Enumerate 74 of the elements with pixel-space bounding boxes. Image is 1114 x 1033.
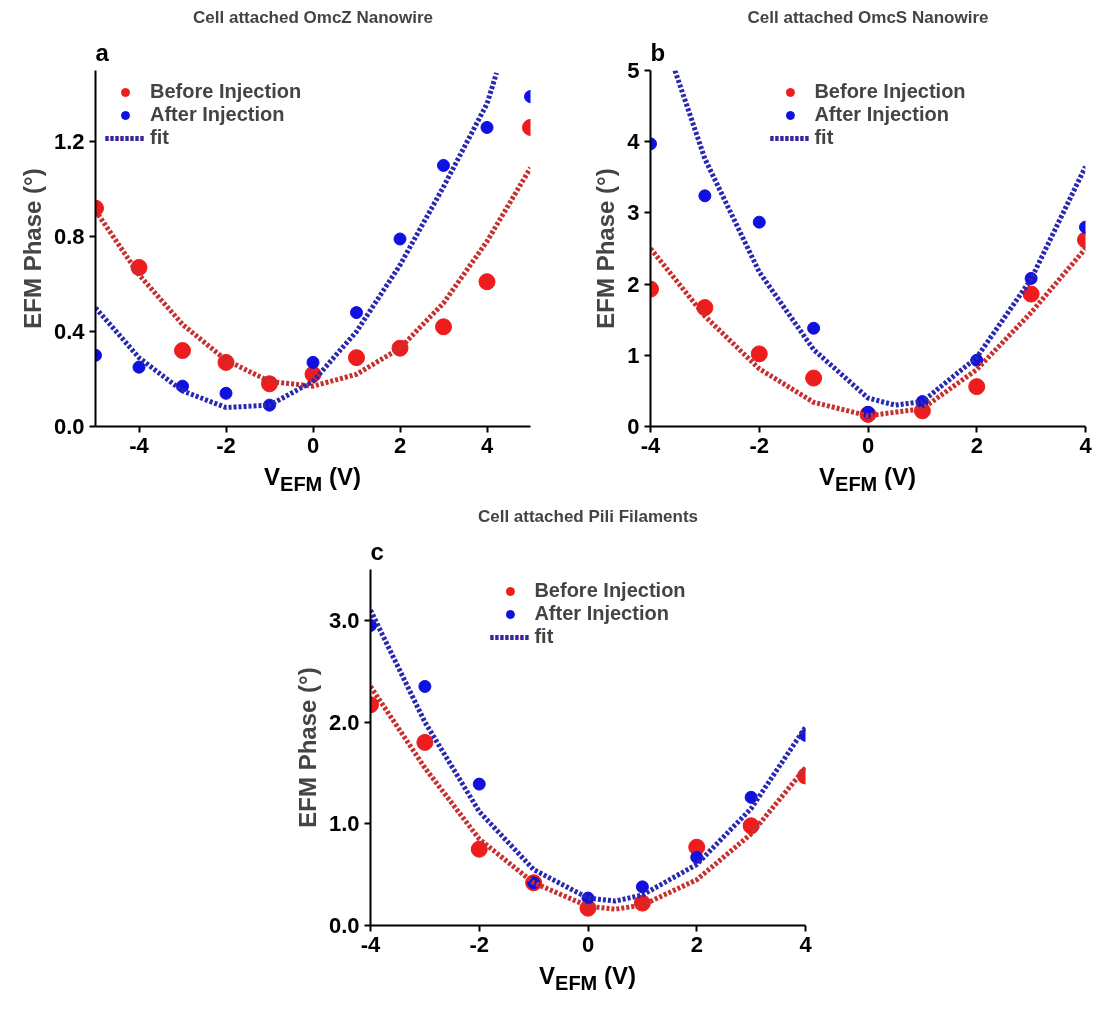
- point: [744, 790, 758, 804]
- legend-label: fit: [150, 126, 170, 149]
- x-tick-label: -4: [129, 432, 150, 458]
- legend-label: After Injection: [534, 602, 669, 625]
- y-axis-title: EFM Phase (°): [592, 168, 620, 329]
- x-tick-label: 2: [393, 432, 407, 458]
- legend-label: Before Injection: [534, 579, 686, 602]
- point: [750, 345, 768, 363]
- point: [698, 189, 712, 203]
- x-tick-label: 2: [690, 931, 703, 957]
- y-tick-label: 1.0: [328, 811, 360, 837]
- x-tick-label: -4: [640, 432, 662, 458]
- x-tick-label: 0: [581, 931, 595, 957]
- point: [132, 360, 146, 374]
- x-tick-label: -2: [749, 432, 770, 458]
- y-tick-label: 0.0: [53, 414, 85, 439]
- point: [350, 306, 363, 320]
- point: [174, 342, 191, 360]
- x-tick-label: 4: [799, 931, 813, 957]
- point: [470, 840, 488, 858]
- legend-label: fit: [814, 126, 835, 149]
- point: [472, 777, 486, 791]
- point: [635, 880, 649, 894]
- point: [393, 232, 407, 246]
- x-tick-label: 0: [861, 432, 875, 458]
- y-tick-label: 5: [627, 58, 640, 83]
- point: [435, 318, 452, 336]
- point: [348, 349, 365, 367]
- y-tick-label: 2.0: [328, 709, 360, 735]
- y-tick-label: 4: [627, 129, 641, 155]
- x-tick-label: 4: [1079, 432, 1093, 458]
- x-tick-label: -2: [216, 432, 236, 458]
- y-tick-label: 0: [627, 414, 640, 439]
- point: [437, 158, 450, 172]
- y-tick-label: 0.0: [328, 913, 360, 938]
- point: [752, 215, 766, 229]
- point: [807, 321, 821, 335]
- y-axis-title: EFM Phase (°): [293, 667, 321, 828]
- y-tick-label: 0.8: [53, 224, 85, 250]
- y-axis-title: EFM Phase (°): [18, 168, 46, 329]
- x-tick-label: 0: [306, 432, 320, 458]
- y-tick-label: 2: [627, 271, 640, 297]
- point: [1022, 285, 1040, 303]
- chart-title: Cell attached OmcZ Nanowire: [193, 7, 433, 27]
- x-axis-title: V$_{EFM}$ (V): [539, 961, 636, 996]
- x-tick-label: 4: [480, 432, 494, 458]
- point: [418, 679, 432, 693]
- x-axis-title: V$_{EFM}$ (V): [819, 462, 916, 497]
- legend-label: fit: [534, 625, 555, 648]
- y-tick-label: 3.0: [328, 607, 360, 633]
- point: [968, 378, 986, 396]
- y-tick-label: 1: [627, 342, 640, 368]
- point: [416, 733, 434, 751]
- x-tick-label: -2: [469, 931, 490, 957]
- legend-label: After Injection: [814, 103, 949, 126]
- x-tick-label: -4: [360, 931, 382, 957]
- y-tick-label: 1.2: [53, 129, 85, 155]
- chart-title: Cell attached Pili Filaments: [477, 506, 699, 526]
- x-axis-title: V$_{EFM}$ (V): [264, 462, 361, 497]
- point: [306, 355, 320, 369]
- y-tick-label: 0.4: [53, 319, 86, 345]
- text: c: [370, 537, 384, 565]
- legend-label: After Injection: [150, 103, 285, 126]
- text: b: [650, 38, 666, 66]
- y-tick-label: 3: [627, 200, 640, 226]
- text: a: [95, 38, 110, 66]
- legend-label: Before Injection: [150, 80, 302, 103]
- point: [805, 369, 823, 387]
- chart-title: Cell attached OmcS Nanowire: [747, 7, 989, 27]
- legend-label: Before Injection: [814, 80, 966, 103]
- point: [478, 273, 496, 291]
- point: [219, 386, 233, 400]
- point: [480, 120, 494, 134]
- x-tick-label: 2: [970, 432, 983, 458]
